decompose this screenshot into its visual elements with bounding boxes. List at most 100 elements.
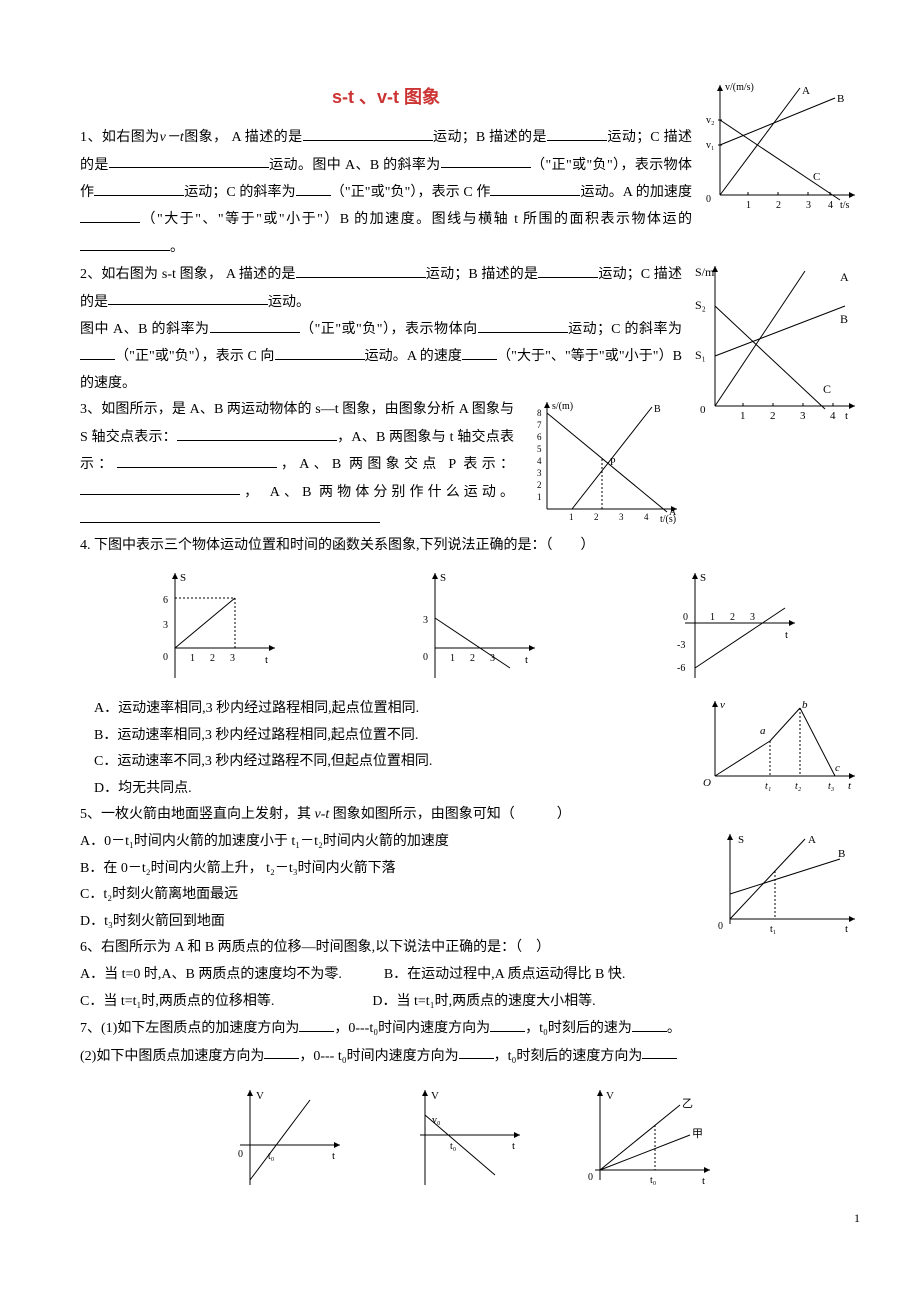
svg-text:2: 2 xyxy=(537,480,542,490)
svg-text:0: 0 xyxy=(588,1172,593,1183)
svg-text:S₂: S₂ xyxy=(695,298,706,312)
svg-text:3: 3 xyxy=(806,200,811,210)
svg-text:t₀: t₀ xyxy=(450,1141,457,1152)
svg-text:t: t xyxy=(332,1150,335,1162)
figure-q5: v t O a b c t₁ t₂ t₃ xyxy=(700,696,860,796)
svg-text:v₁: v₁ xyxy=(706,140,715,151)
svg-text:B: B xyxy=(838,848,845,860)
svg-text:a: a xyxy=(760,725,766,737)
svg-text:3: 3 xyxy=(423,615,428,626)
svg-text:v/(m/s): v/(m/s) xyxy=(725,82,754,93)
svg-text:S: S xyxy=(440,572,446,584)
svg-text:2: 2 xyxy=(470,653,475,664)
svg-text:甲: 甲 xyxy=(692,1128,703,1140)
svg-text:B: B xyxy=(837,93,844,105)
q6-A: A．当 t=0 时,A、B 两质点的速度均不为零. xyxy=(80,967,342,982)
svg-text:3: 3 xyxy=(230,653,235,664)
svg-text:8: 8 xyxy=(537,408,542,418)
svg-text:t₂: t₂ xyxy=(795,781,802,792)
svg-text:2: 2 xyxy=(210,653,215,664)
svg-text:v: v xyxy=(720,699,725,711)
svg-text:S: S xyxy=(700,572,706,584)
q7-figures: V t 0 t₀ V t v₀ t₀ V t 0 乙 甲 t₀ xyxy=(80,1085,860,1195)
svg-text:A: A xyxy=(840,270,849,284)
figure-q6: S t 0 A B t₁ xyxy=(710,829,860,939)
svg-text:0: 0 xyxy=(700,404,706,416)
q5-stem: 5、一枚火箭由地面竖直向上发射，其 v-t 图象如图所示，由图象可知（ ） xyxy=(80,802,860,829)
svg-text:0: 0 xyxy=(683,612,688,623)
svg-text:A: A xyxy=(802,85,810,97)
svg-text:t: t xyxy=(702,1175,705,1187)
svg-text:A: A xyxy=(669,507,677,518)
svg-text:V: V xyxy=(256,1090,264,1102)
svg-text:t: t xyxy=(512,1140,515,1152)
q6-D: D．当 t=t₁时,两质点的速度大小相等. xyxy=(372,994,595,1009)
svg-text:1: 1 xyxy=(740,410,746,421)
svg-text:4: 4 xyxy=(830,410,836,421)
svg-text:3: 3 xyxy=(619,512,624,522)
q6-options: A．当 t=0 时,A、B 两质点的速度均不为零. B．在运动过程中,A 质点运… xyxy=(80,962,860,1015)
figure-q1-vt: 0 v/(m/s) t/s 1 2 3 4 A B C v₂ v₁ xyxy=(700,80,860,210)
svg-text:1: 1 xyxy=(190,653,195,664)
svg-text:0: 0 xyxy=(718,921,723,932)
figure-q3: s/(m) t/(s) 1 2 3 4 5 6 7 8 1 2 3 4 A B … xyxy=(522,397,682,527)
svg-text:C: C xyxy=(823,382,831,396)
svg-text:1: 1 xyxy=(746,200,751,210)
q6-B: B．在运动过程中,A 质点运动得比 B 快. xyxy=(384,967,626,982)
svg-text:t₁: t₁ xyxy=(770,924,776,935)
svg-text:1: 1 xyxy=(537,492,542,502)
q4-figures: S t 0 3 6 1 2 3 S t 0 3 1 2 3 S t 0 -3 -… xyxy=(80,568,860,688)
q6-C: C．当 t=t₁时,两质点的位移相等. xyxy=(80,994,274,1009)
svg-text:B: B xyxy=(840,312,848,326)
svg-text:5: 5 xyxy=(537,444,542,454)
svg-text:t: t xyxy=(265,654,268,666)
svg-text:0: 0 xyxy=(706,194,711,205)
svg-text:-3: -3 xyxy=(677,640,685,651)
svg-text:2: 2 xyxy=(594,512,599,522)
svg-text:A: A xyxy=(808,834,816,846)
svg-text:7: 7 xyxy=(537,420,542,430)
svg-text:乙: 乙 xyxy=(682,1097,693,1110)
svg-text:S: S xyxy=(180,572,186,584)
svg-text:4: 4 xyxy=(828,200,833,210)
svg-text:2: 2 xyxy=(770,410,776,421)
svg-text:0: 0 xyxy=(423,652,428,663)
svg-text:1: 1 xyxy=(450,653,455,664)
page-number: 1 xyxy=(854,1207,860,1230)
svg-text:B: B xyxy=(654,404,661,415)
q7-text: 7、(1)如下左图质点的加速度方向为，0---t₀时间内速度方向为，t₀时刻后的… xyxy=(80,1015,860,1070)
svg-text:t₃: t₃ xyxy=(828,781,835,792)
svg-text:t: t xyxy=(845,410,848,421)
svg-text:t: t xyxy=(525,654,528,666)
svg-text:S: S xyxy=(738,834,744,846)
svg-text:-6: -6 xyxy=(677,663,685,674)
svg-text:0: 0 xyxy=(238,1149,243,1160)
figure-q2-st: 0 S/m t 1 2 3 4 A B C S₂ S₁ xyxy=(690,261,860,421)
svg-text:2: 2 xyxy=(776,200,781,210)
svg-text:t₀: t₀ xyxy=(268,1151,275,1162)
svg-text:0: 0 xyxy=(163,652,168,663)
q4-stem: 4. 下图中表示三个物体运动位置和时间的函数关系图象,下列说法正确的是：（ ） xyxy=(80,533,860,560)
svg-text:3: 3 xyxy=(537,468,542,478)
svg-text:4: 4 xyxy=(644,512,649,522)
svg-text:t: t xyxy=(785,629,788,641)
svg-text:v₂: v₂ xyxy=(706,115,715,126)
svg-text:3: 3 xyxy=(163,620,168,631)
svg-text:S/m: S/m xyxy=(695,265,715,279)
svg-text:1: 1 xyxy=(710,612,715,623)
svg-text:t/s: t/s xyxy=(840,200,850,210)
svg-text:b: b xyxy=(802,699,808,711)
svg-text:6: 6 xyxy=(163,595,168,606)
svg-text:s/(m): s/(m) xyxy=(552,401,573,412)
svg-text:V: V xyxy=(606,1090,614,1102)
svg-text:1: 1 xyxy=(569,512,574,522)
svg-text:3: 3 xyxy=(750,612,755,623)
svg-text:3: 3 xyxy=(800,410,806,421)
svg-text:P: P xyxy=(610,457,616,468)
svg-text:2: 2 xyxy=(730,612,735,623)
svg-text:t: t xyxy=(845,923,848,935)
svg-text:t₀: t₀ xyxy=(650,1175,657,1186)
svg-text:V: V xyxy=(431,1090,439,1102)
svg-text:6: 6 xyxy=(537,432,542,442)
svg-text:t₁: t₁ xyxy=(765,781,771,792)
